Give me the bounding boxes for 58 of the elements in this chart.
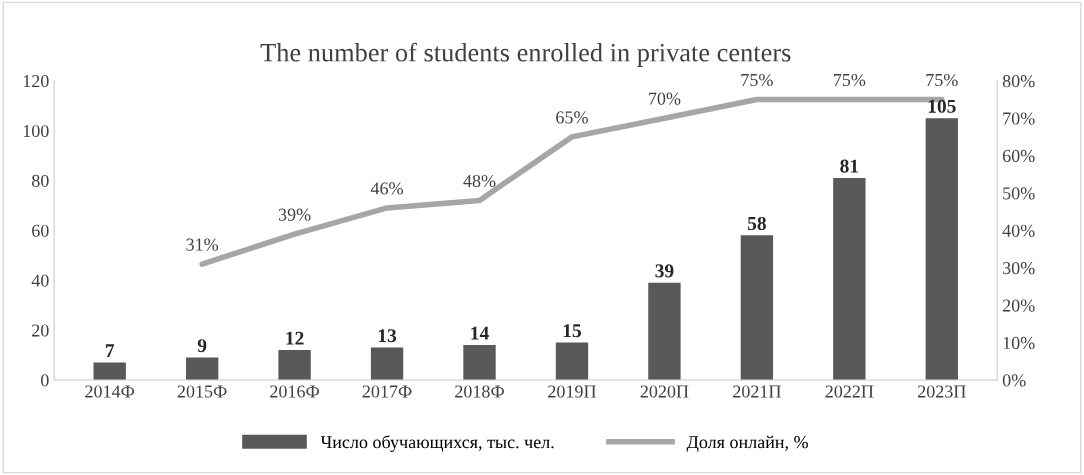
y-tick-label: 60 — [32, 224, 49, 237]
data-label: 48% — [463, 174, 496, 188]
y2-tick-label: 30% — [1003, 262, 1035, 275]
x-tick-label: 2014Ф — [85, 385, 135, 398]
y2-tick-label: 60% — [1002, 149, 1035, 163]
data-label: 105 — [928, 99, 956, 113]
bar — [93, 362, 126, 380]
y2-tick-label: 70% — [1003, 112, 1035, 125]
y2-tick-label: 20% — [1002, 299, 1035, 312]
data-label: 46% — [370, 182, 403, 195]
bar — [278, 350, 311, 380]
data-label: 58 — [747, 216, 766, 231]
x-tick-label: 2019П — [548, 385, 597, 398]
data-label: 75% — [741, 73, 773, 87]
y-tick-label: 80 — [31, 174, 49, 187]
y2-tick-label: 0% — [1002, 374, 1026, 387]
data-label: 75% — [833, 73, 866, 87]
data-label: 31% — [186, 238, 219, 251]
data-label: 75% — [926, 73, 958, 87]
bar — [648, 282, 681, 380]
data-label: 14 — [471, 326, 489, 340]
data-label: 15 — [563, 324, 581, 338]
y2-tick-label: 10% — [1003, 336, 1035, 350]
y2-tick-label: 40% — [1002, 224, 1035, 237]
x-tick-label: 2016Ф — [270, 385, 320, 398]
data-label: 13 — [378, 329, 397, 343]
x-tick-label: 2018Ф — [455, 385, 504, 398]
y2-tick-label: 50% — [1003, 187, 1035, 200]
x-tick-label: 2020П — [640, 385, 689, 398]
bar — [370, 347, 404, 380]
legend-label: Число обучающихся, тыс. чел. — [320, 435, 554, 452]
bar — [185, 357, 219, 380]
y-tick-label: 20 — [32, 324, 49, 337]
bar — [833, 178, 866, 380]
x-tick-label: 2022П — [825, 385, 874, 398]
bar — [463, 345, 496, 380]
y-tick-label: 100 — [23, 124, 49, 138]
data-label: 70% — [649, 92, 681, 105]
y2-tick-label: 80% — [1002, 75, 1035, 88]
bar — [925, 118, 958, 380]
data-label: 39% — [278, 208, 311, 221]
data-label: 7 — [105, 344, 115, 358]
bar — [555, 342, 589, 380]
legend-label: Доля онлайн, % — [686, 435, 808, 452]
x-tick-label: 2021П — [733, 385, 781, 398]
data-label: 39 — [655, 264, 674, 278]
x-tick-label: 2023П — [918, 385, 966, 398]
y-tick-label: 0 — [41, 374, 49, 387]
data-label: 12 — [286, 331, 304, 345]
bar — [740, 235, 774, 380]
y-tick-label: 40 — [31, 274, 49, 287]
chart-title: The number of students enrolled in private centers — [260, 42, 791, 67]
x-tick-label: 2015Ф — [177, 385, 227, 398]
y-tick-label: 120 — [23, 75, 49, 88]
x-tick-label: 2017Ф — [362, 385, 412, 398]
data-label: 9 — [197, 339, 207, 353]
data-label: 65% — [556, 111, 588, 124]
data-label: 81 — [840, 159, 859, 173]
